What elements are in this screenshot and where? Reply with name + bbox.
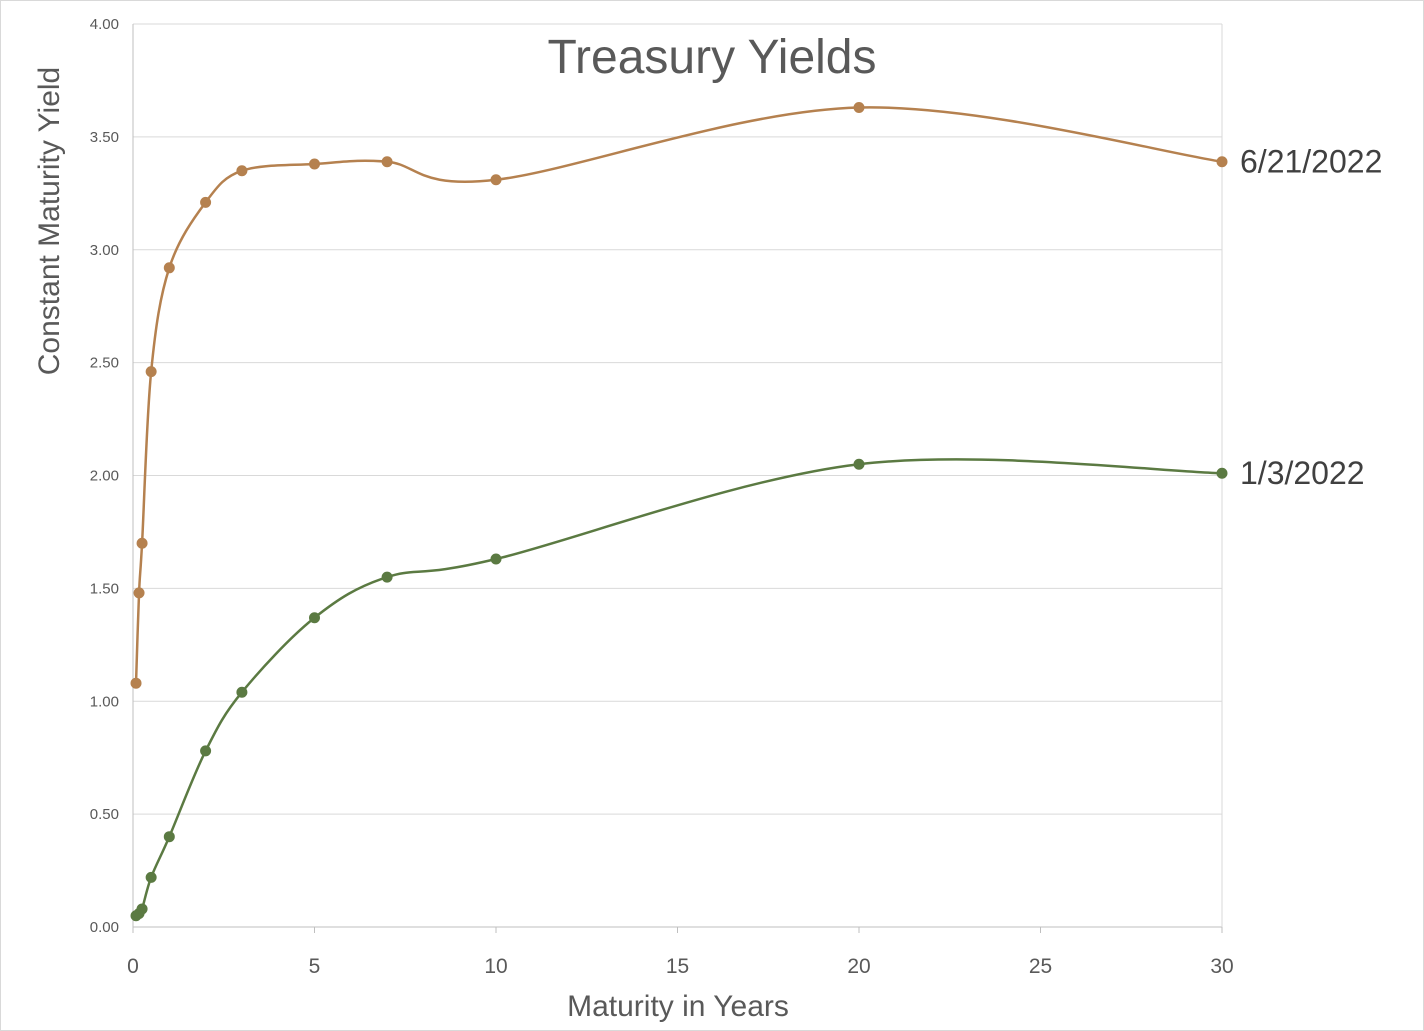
x-axis-title: Maturity in Years: [567, 990, 789, 1023]
y-tick-label: 1.50: [90, 580, 119, 597]
y-tick-label: 2.00: [90, 468, 119, 485]
data-point: [236, 165, 248, 177]
x-tick-label: 25: [1029, 955, 1052, 978]
data-point: [145, 871, 157, 883]
series-line-2: [135, 458, 1223, 917]
data-point: [381, 156, 393, 168]
data-point: [853, 458, 865, 470]
data-point: [309, 158, 320, 170]
y-tick-label: 3.50: [90, 129, 119, 146]
x-tick-label: 15: [666, 955, 689, 978]
series-line-1: [134, 106, 1223, 684]
data-point: [130, 677, 142, 689]
data-point: [200, 196, 212, 208]
x-tick-label: 10: [484, 955, 507, 978]
data-point: [1216, 467, 1228, 479]
series-label-2: 1/3/2022: [1240, 455, 1365, 491]
y-tick-label: 0.50: [90, 806, 119, 823]
y-axis-title: Constant Maturity Yield: [33, 67, 66, 375]
y-tick-label: 3.00: [90, 242, 119, 259]
y-tick-label: 2.50: [90, 355, 119, 372]
x-tick-label: 20: [847, 955, 870, 978]
data-point: [853, 102, 865, 114]
axes: 0.00 0.50 1.00 1.50 2.00 2.50 3.00 3.50 4.00 0 5 10…: [90, 16, 1234, 978]
data-point: [136, 903, 148, 915]
x-tick-label: 5: [309, 955, 321, 978]
data-point: [381, 571, 393, 583]
data-point: [1216, 156, 1228, 168]
data-point: [163, 831, 175, 843]
data-point: [490, 174, 502, 186]
chart-title: Treasury Yields: [547, 31, 876, 84]
data-point: [200, 745, 212, 757]
labels: 6/21/2022 1/3/2022: [1240, 144, 1382, 492]
gridlines: [133, 23, 1222, 815]
data-point: [236, 686, 248, 698]
series-label-1: 6/21/2022: [1240, 144, 1382, 180]
x-tick-label: 0: [127, 955, 139, 978]
series: [130, 102, 1228, 922]
data-point: [309, 612, 320, 624]
y-tick-label: 0.00: [90, 919, 119, 936]
y-tick-label: 4.00: [90, 16, 119, 33]
data-point: [490, 553, 502, 565]
x-tick-label: 30: [1210, 955, 1233, 978]
data-point: [163, 262, 175, 274]
data-point: [145, 366, 157, 378]
y-tick-label: 1.00: [90, 693, 119, 710]
data-point: [136, 537, 148, 549]
data-point: [133, 587, 145, 599]
